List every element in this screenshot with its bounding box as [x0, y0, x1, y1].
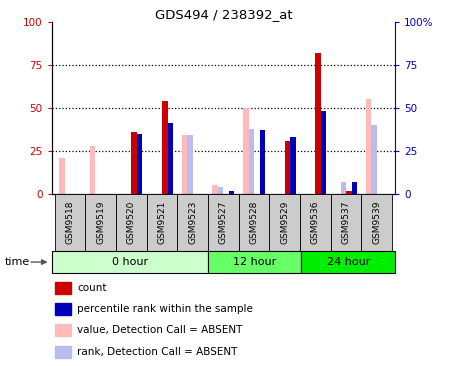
Bar — [137, 134, 142, 194]
Bar — [285, 141, 290, 194]
Text: GSM9528: GSM9528 — [250, 201, 259, 244]
Text: GSM9521: GSM9521 — [158, 201, 167, 244]
Bar — [55, 194, 85, 251]
Text: GSM9539: GSM9539 — [372, 201, 381, 244]
Bar — [300, 194, 331, 251]
Text: 24 hour: 24 hour — [326, 257, 370, 267]
Bar — [260, 130, 265, 194]
Bar — [243, 108, 249, 194]
Text: time: time — [4, 257, 30, 267]
Text: GSM9520: GSM9520 — [127, 201, 136, 244]
Bar — [365, 100, 371, 194]
Bar — [52, 251, 208, 273]
Bar — [59, 158, 65, 194]
Bar — [340, 182, 346, 194]
Text: count: count — [77, 283, 107, 293]
Bar — [361, 194, 392, 251]
Bar — [167, 123, 173, 194]
Text: GSM9527: GSM9527 — [219, 201, 228, 244]
Text: 0 hour: 0 hour — [112, 257, 148, 267]
Bar — [346, 191, 352, 194]
Bar — [269, 194, 300, 251]
Bar — [208, 251, 301, 273]
Bar — [116, 194, 147, 251]
Bar — [352, 182, 357, 194]
Text: 12 hour: 12 hour — [233, 257, 276, 267]
Bar — [301, 251, 395, 273]
Bar — [218, 187, 224, 194]
Bar — [187, 135, 193, 194]
Bar — [321, 111, 326, 194]
Bar — [182, 135, 187, 194]
Bar — [315, 53, 321, 194]
Text: GSM9523: GSM9523 — [188, 201, 197, 244]
Bar — [290, 137, 296, 194]
Text: GSM9529: GSM9529 — [280, 201, 289, 244]
Bar — [55, 325, 70, 336]
Bar — [90, 146, 95, 194]
Bar — [55, 282, 70, 294]
Bar — [229, 191, 234, 194]
Bar — [208, 194, 239, 251]
Text: GSM9518: GSM9518 — [66, 201, 75, 244]
Bar — [249, 128, 254, 194]
Bar — [371, 125, 377, 194]
Bar — [85, 194, 116, 251]
Text: GSM9519: GSM9519 — [96, 201, 105, 244]
Text: value, Detection Call = ABSENT: value, Detection Call = ABSENT — [77, 325, 243, 335]
Title: GDS494 / 238392_at: GDS494 / 238392_at — [154, 8, 292, 21]
Bar — [331, 194, 361, 251]
Bar — [55, 346, 70, 358]
Text: percentile rank within the sample: percentile rank within the sample — [77, 304, 253, 314]
Text: GSM9537: GSM9537 — [342, 201, 351, 244]
Bar — [162, 101, 167, 194]
Bar — [239, 194, 269, 251]
Bar — [147, 194, 177, 251]
Bar — [212, 186, 218, 194]
Bar — [132, 132, 137, 194]
Text: GSM9536: GSM9536 — [311, 201, 320, 244]
Bar — [177, 194, 208, 251]
Text: rank, Detection Call = ABSENT: rank, Detection Call = ABSENT — [77, 347, 238, 357]
Bar — [55, 303, 70, 315]
